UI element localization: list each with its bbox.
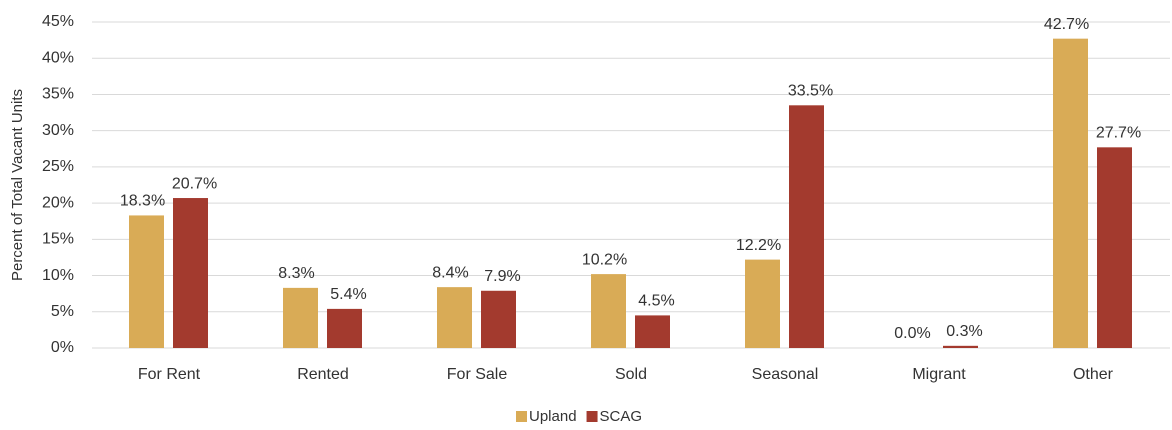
bar (1097, 147, 1132, 348)
value-label: 27.7% (1096, 125, 1141, 142)
bar (283, 287, 318, 348)
y-tick-label: 0% (51, 339, 74, 356)
value-label: 4.5% (638, 293, 674, 310)
value-label: 0.0% (894, 325, 930, 342)
legend-swatch (586, 411, 598, 422)
bar (173, 198, 208, 348)
bar (943, 345, 978, 348)
y-tick-label: 20% (42, 194, 74, 211)
bar (1053, 38, 1088, 348)
value-label: 8.3% (278, 265, 314, 282)
legend-label: Upland (529, 408, 577, 425)
value-label: 18.3% (120, 193, 165, 210)
legend-label: SCAG (600, 408, 643, 425)
bar (789, 105, 824, 348)
value-label: 42.7% (1044, 16, 1089, 33)
x-tick-label: For Rent (138, 366, 201, 383)
value-label: 8.4% (432, 264, 468, 281)
value-label: 10.2% (582, 251, 627, 268)
value-label: 12.2% (736, 237, 781, 254)
bar (437, 287, 472, 348)
value-label: 0.3% (946, 323, 982, 340)
bar (745, 259, 780, 348)
y-axis-label: Percent of Total Vacant Units (9, 89, 26, 281)
bar (327, 308, 362, 348)
value-label: 7.9% (484, 268, 520, 285)
y-tick-label: 30% (42, 122, 74, 139)
value-label: 20.7% (172, 175, 217, 192)
y-tick-label: 45% (42, 13, 74, 30)
y-tick-label: 10% (42, 267, 74, 284)
y-tick-label: 25% (42, 158, 74, 175)
bar (481, 290, 516, 348)
y-tick-label: 5% (51, 303, 74, 320)
y-tick-label: 40% (42, 49, 74, 66)
bar (635, 315, 670, 348)
value-label: 5.4% (330, 286, 366, 303)
x-tick-label: Migrant (912, 366, 966, 383)
x-tick-label: Other (1073, 366, 1114, 383)
y-tick-label: 15% (42, 231, 74, 248)
x-tick-label: For Sale (447, 366, 508, 383)
x-tick-label: Sold (615, 366, 647, 383)
x-tick-label: Seasonal (752, 366, 819, 383)
y-tick-label: 35% (42, 86, 74, 103)
bar (591, 274, 626, 348)
value-label: 33.5% (788, 83, 833, 100)
x-tick-label: Rented (297, 366, 349, 383)
bar (129, 215, 164, 348)
legend-swatch (516, 411, 527, 422)
